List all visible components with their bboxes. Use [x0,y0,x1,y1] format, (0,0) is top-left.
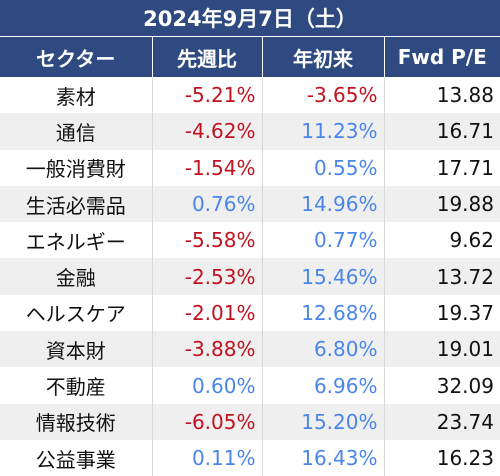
ytd-change-cell: 15.20% [262,403,385,440]
table-row: 生活必需品 0.76% 14.96% 19.88 [0,185,500,223]
table-row: ヘルスケア -2.01% 12.68% 19.37 [0,294,500,332]
sector-name-cell: エネルギー [0,222,153,259]
fwd-pe-cell: 19.01 [384,331,500,368]
header-row: セクター 先週比 年初来 Fwd P/E [0,37,500,77]
ytd-change-cell: 16.43% [262,439,385,476]
week-change-cell: 0.11% [152,439,263,476]
table-row: 不動産 0.60% 6.96% 32.09 [0,367,500,404]
table-title: 2024年9月7日（土） [0,0,500,37]
fwd-pe-cell: 13.72 [384,258,500,295]
sector-name-cell: 素材 [0,77,153,114]
fwd-pe-cell: 19.88 [384,185,500,223]
week-change-cell: 0.76% [152,185,263,223]
week-change-cell: -5.21% [152,77,263,114]
sector-name-cell: ヘルスケア [0,294,153,332]
header-fwd-pe: Fwd P/E [384,37,500,77]
sector-name-cell: 情報技術 [0,403,153,440]
sector-name-cell: 金融 [0,258,153,295]
week-change-cell: -3.88% [152,331,263,368]
week-change-cell: -2.01% [152,294,263,332]
header-week-change: 先週比 [152,37,263,77]
sector-name-cell: 不動産 [0,367,153,404]
ytd-change-cell: 15.46% [262,258,385,295]
ytd-change-cell: -3.65% [262,77,385,114]
week-change-cell: -1.54% [152,149,263,186]
fwd-pe-cell: 13.88 [384,77,500,114]
fwd-pe-cell: 9.62 [384,222,500,259]
fwd-pe-cell: 17.71 [384,149,500,186]
table-row: 素材 -5.21% -3.65% 13.88 [0,77,500,114]
sector-name-cell: 資本財 [0,331,153,368]
fwd-pe-cell: 23.74 [384,403,500,440]
fwd-pe-cell: 19.37 [384,294,500,332]
fwd-pe-cell: 32.09 [384,367,500,404]
ytd-change-cell: 0.55% [262,149,385,186]
ytd-change-cell: 14.96% [262,185,385,223]
sector-name-cell: 生活必需品 [0,185,153,223]
ytd-change-cell: 6.80% [262,331,385,368]
table-row: 通信 -4.62% 11.23% 16.71 [0,113,500,150]
week-change-cell: -6.05% [152,403,263,440]
fwd-pe-cell: 16.71 [384,113,500,150]
header-sector: セクター [0,37,153,77]
header-ytd: 年初来 [262,37,385,77]
table-row: 金融 -2.53% 15.46% 13.72 [0,258,500,295]
ytd-change-cell: 11.23% [262,113,385,150]
fwd-pe-cell: 16.23 [384,439,500,476]
ytd-change-cell: 0.77% [262,222,385,259]
sector-name-cell: 公益事業 [0,439,153,476]
table-row: 資本財 -3.88% 6.80% 19.01 [0,331,500,368]
week-change-cell: -4.62% [152,113,263,150]
table-row: エネルギー -5.58% 0.77% 9.62 [0,222,500,259]
week-change-cell: -5.58% [152,222,263,259]
table-row: 情報技術 -6.05% 15.20% 23.74 [0,403,500,440]
ytd-change-cell: 6.96% [262,367,385,404]
table-row: 一般消費財 -1.54% 0.55% 17.71 [0,149,500,186]
sector-name-cell: 通信 [0,113,153,150]
week-change-cell: -2.53% [152,258,263,295]
sector-table: セクター 先週比 年初来 Fwd P/E 素材 -5.21% -3.65% 13.88… [0,37,500,476]
sector-name-cell: 一般消費財 [0,149,153,186]
table-row: 公益事業 0.11% 16.43% 16.23 [0,439,500,476]
ytd-change-cell: 12.68% [262,294,385,332]
week-change-cell: 0.60% [152,367,263,404]
